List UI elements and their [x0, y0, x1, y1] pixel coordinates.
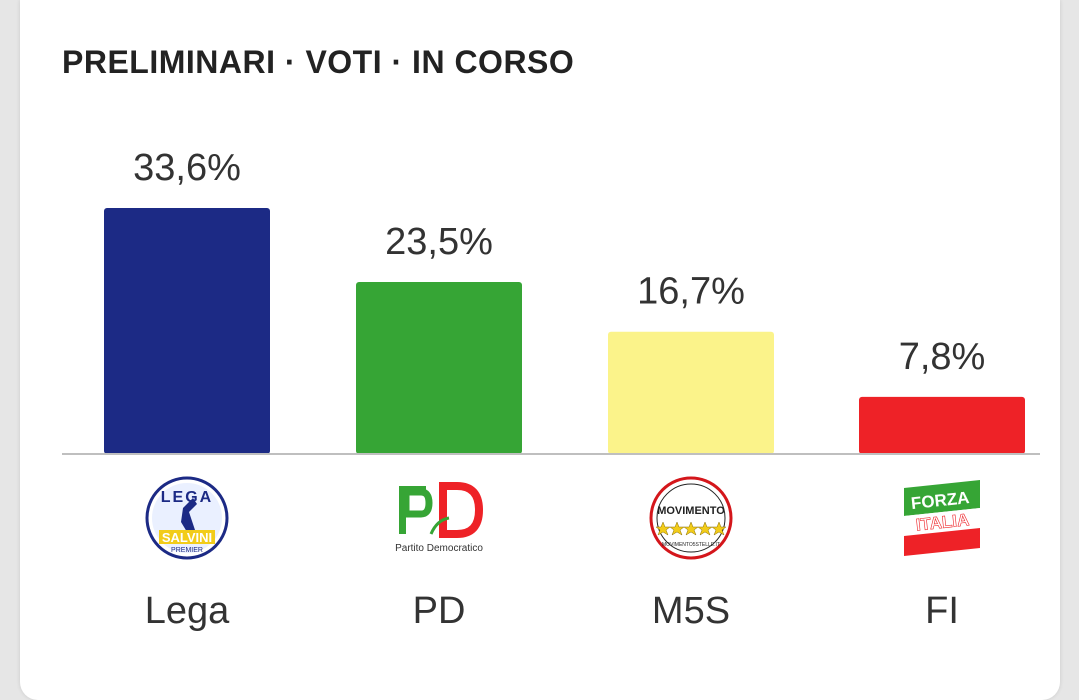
fi-logo: FORZA ITALIA	[904, 480, 980, 556]
bar-pd	[356, 281, 522, 454]
value-label-m5s: 16,7%	[637, 271, 745, 313]
pd-logo-subtext: Partito Democratico	[395, 543, 483, 554]
m5s-logo: MOVIMENTO MOVIMENTO5STELLE.IT	[649, 476, 733, 560]
bar-fi	[859, 396, 1025, 454]
lega-logo-subtext: SALVINI	[162, 530, 212, 545]
value-label-fi: 7,8%	[899, 336, 986, 378]
chart-title: PRELIMINARI · VOTI · IN CORSO	[62, 44, 575, 80]
value-label-pd: 23,5%	[385, 221, 493, 263]
category-labels-group: Lega PD M5S FI	[145, 590, 959, 632]
bar-m5s	[608, 331, 774, 454]
bars-group	[104, 208, 1025, 454]
category-label-fi: FI	[925, 590, 959, 632]
lega-logo: LEGA SALVINI PREMIER	[145, 476, 229, 560]
category-label-pd: PD	[413, 590, 466, 632]
m5s-logo-text: MOVIMENTO	[657, 505, 725, 517]
pd-logo: PD Partito Democratico	[395, 482, 483, 554]
lega-logo-subtext2: PREMIER	[171, 547, 203, 554]
chart-card: PRELIMINARI · VOTI · IN CORSO 33,6% 23,5%…	[20, 0, 1060, 700]
category-label-m5s: M5S	[652, 590, 730, 632]
m5s-logo-subtext: MOVIMENTO5STELLE.IT	[662, 542, 720, 548]
bar-chart: 33,6% 23,5% 16,7% 7,8% LEGA SALVINI PREMIER…	[62, 147, 1040, 632]
category-label-lega: Lega	[145, 590, 230, 632]
value-labels-group: 33,6% 23,5% 16,7% 7,8%	[133, 147, 985, 378]
bar-lega	[104, 208, 270, 454]
value-label-lega: 33,6%	[133, 147, 241, 189]
lega-logo-text: LEGA	[161, 489, 213, 506]
